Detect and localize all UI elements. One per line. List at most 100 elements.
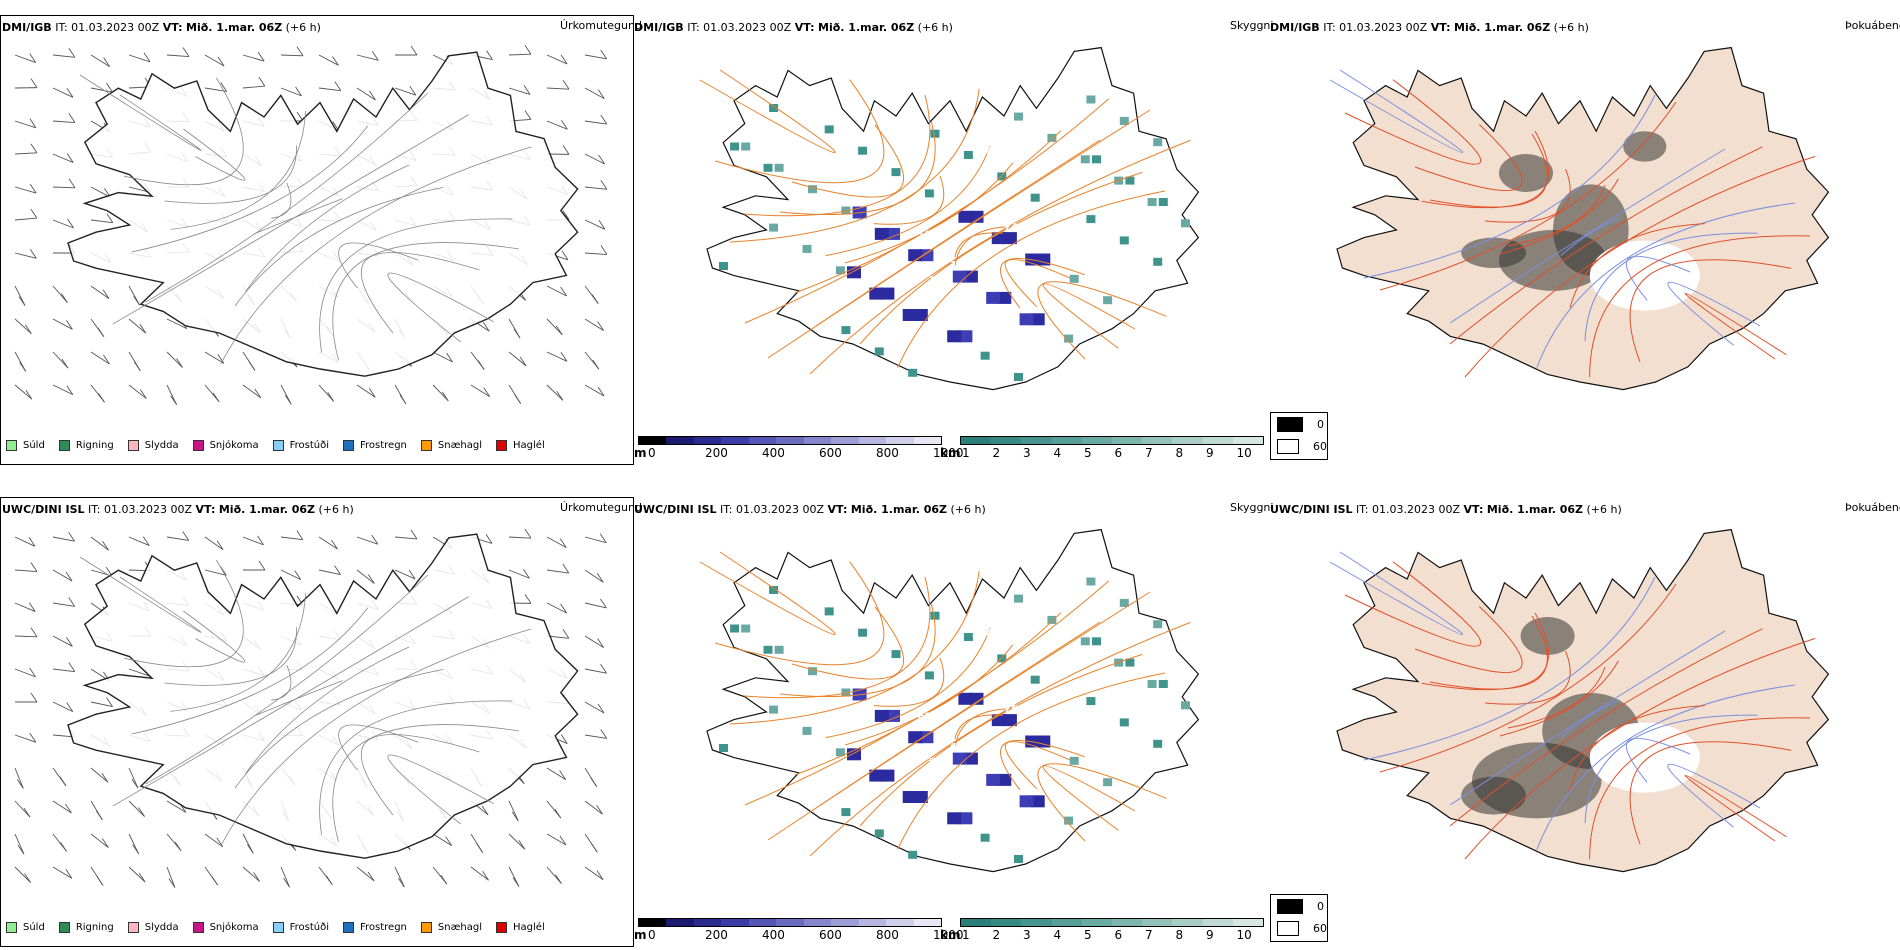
visibility-cell [880, 769, 895, 782]
wind-barb [584, 729, 608, 739]
road-line [1684, 292, 1787, 360]
panel-header: UWC/DINI ISL IT: 01.03.2023 00Z VT: Mið.… [1270, 503, 1622, 516]
fog-area [1461, 776, 1526, 815]
visibility-cell [947, 812, 962, 825]
road-line [815, 621, 1101, 809]
visibility-cell [908, 249, 923, 262]
legend-swatch [343, 440, 354, 451]
wind-barb [52, 384, 74, 396]
wind-barb [14, 384, 33, 400]
wind-barb [128, 384, 147, 399]
visibility-cell [886, 709, 900, 722]
header-lead: (+6 h) [1586, 503, 1622, 516]
visibility-cell [997, 773, 1012, 786]
colorbar-tick: 200 [705, 928, 728, 942]
road-line [744, 98, 1110, 324]
road-line [1449, 146, 1763, 345]
road-line [183, 610, 246, 663]
road-line [1042, 283, 1136, 349]
river-line [1363, 576, 1656, 761]
colorbar-cell [1051, 437, 1082, 444]
wind-barb [546, 767, 567, 781]
road-line [183, 128, 246, 181]
road-line [897, 190, 1166, 368]
colorbar-tick: 4 [1053, 446, 1062, 460]
wind-barb [470, 351, 485, 370]
visibility-cell [1069, 756, 1079, 765]
visibility-cell [969, 210, 984, 223]
visibility-cell [1080, 637, 1090, 646]
colorbar-cell [1021, 919, 1052, 926]
wind-barb [52, 48, 76, 58]
wind-barb [90, 351, 110, 365]
legend-item: Frostregn [343, 440, 407, 451]
visibility-cell [1030, 795, 1045, 808]
visibility-cell [841, 206, 851, 215]
header-vt-value: Mið. 1.mar. 06Z [186, 21, 283, 34]
legend-item: Slydda [127, 922, 179, 933]
visibility-cell [1181, 219, 1190, 228]
colorbar-cell [721, 437, 749, 444]
colorbar-tick: 9 [1206, 928, 1214, 942]
river-line [1667, 281, 1761, 346]
wind-barb [52, 569, 73, 582]
wind-barb [546, 536, 567, 549]
visibility-cell [719, 744, 728, 752]
wind-barb [280, 866, 291, 888]
road-line [112, 596, 469, 807]
road-line [1589, 235, 1811, 378]
legend-swatch [496, 440, 508, 451]
colorbar-cell [913, 437, 941, 444]
legend-swatch [127, 922, 139, 933]
wind-barb [52, 767, 67, 787]
wind-barb [52, 178, 76, 189]
road-line [131, 125, 369, 253]
road-line [873, 657, 945, 707]
header-vt-value: Mið. 1.mar. 06Z [818, 21, 915, 34]
visibility-value-label: 26 [745, 605, 759, 616]
river-line [1584, 232, 1758, 342]
wind-barb [318, 54, 339, 66]
colorbar-unit: m [634, 446, 647, 460]
wind-barb [584, 114, 608, 125]
panel-title: Úrkomutegund [560, 19, 642, 32]
wind-barb [242, 833, 254, 854]
colorbar-cell [1202, 919, 1233, 926]
legend-swatch [420, 922, 432, 933]
colorbar-cell [858, 919, 887, 926]
wind-barb [204, 833, 224, 848]
road-line [1414, 124, 1523, 192]
wind-barb [394, 569, 416, 580]
wind-barb [584, 153, 605, 165]
wind-barb [90, 697, 113, 708]
visibility-cell [1030, 313, 1045, 326]
road-line [743, 576, 931, 699]
wind-barb [394, 866, 405, 888]
fog-area [1499, 154, 1553, 192]
road-line [1344, 561, 1482, 647]
road-line [1464, 637, 1816, 860]
precip-type-legend: Súld Rigning Slydda Snjókoma Frostúði Frostre… [6, 440, 559, 451]
visibility-value-label: 102 [918, 230, 939, 241]
visibility-cell [1086, 697, 1096, 706]
visibility-cell [1030, 193, 1040, 202]
visibility-cell [763, 163, 773, 172]
road-line [1499, 178, 1619, 255]
wind-barb [318, 384, 335, 402]
wind-barb [243, 560, 266, 571]
colorbar-unit: m [634, 928, 647, 942]
colorbar-tick: 0 [648, 928, 656, 942]
visibility-cell [1125, 176, 1135, 185]
wind-barb [546, 285, 567, 297]
visibility-cell [741, 624, 751, 633]
visibility-colorbar: 1 2 3 4 5 6 7 8 9 10 km [940, 918, 1264, 942]
legend-label: Haglél [513, 440, 545, 451]
wind-barb [584, 285, 599, 304]
visibility-cell [930, 611, 940, 620]
header-it-value: 01.03.2023 00Z [1339, 21, 1428, 34]
road-line [79, 74, 202, 151]
colorbar-tick: 9 [1206, 446, 1214, 460]
wind-barb [546, 79, 570, 90]
road-line [1589, 717, 1811, 860]
